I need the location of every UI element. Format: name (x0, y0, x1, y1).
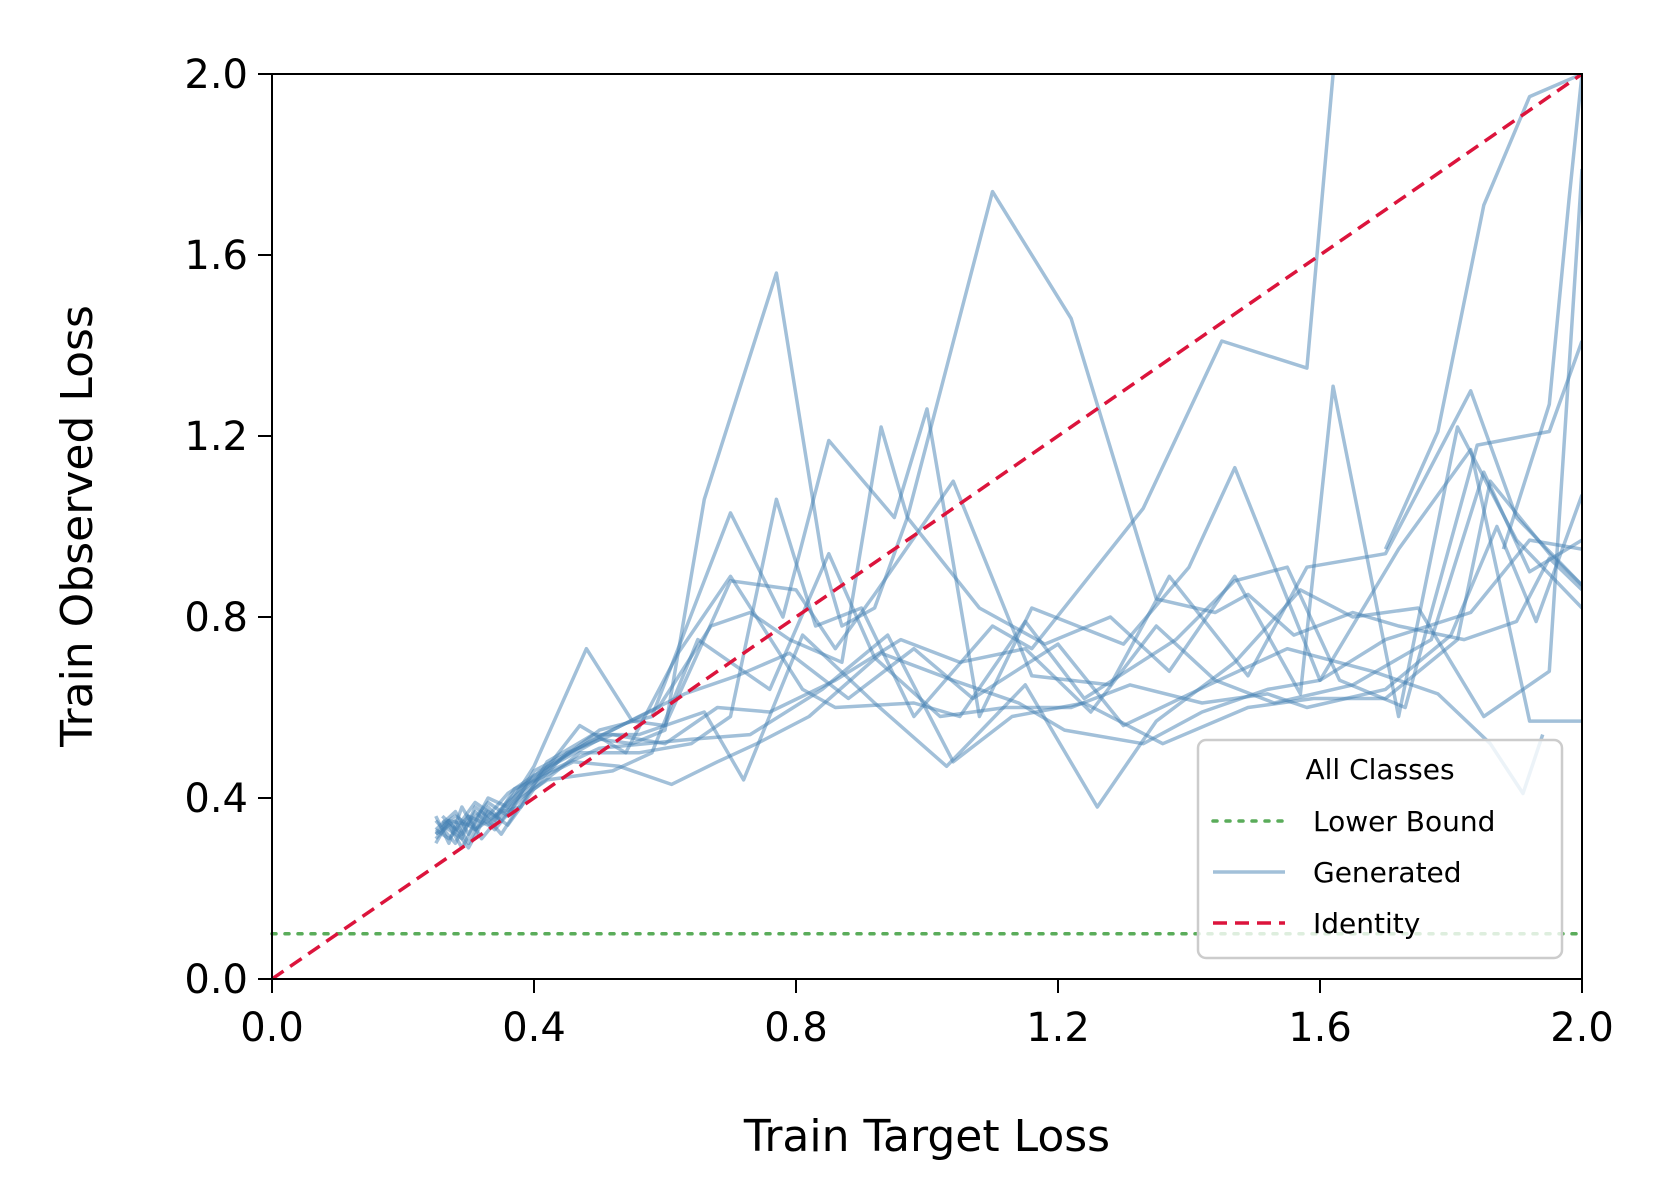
generated-series-line-11 (434, 642, 1545, 836)
y-tick-label-0: 0.0 (184, 957, 248, 1003)
x-tick-label-5: 2.0 (1550, 1005, 1614, 1051)
y-tick-label-2: 0.8 (184, 595, 248, 641)
generated-series-line-1 (434, 389, 1582, 836)
identity-line (272, 74, 1582, 979)
x-axis-label: Train Target Loss (743, 1111, 1110, 1162)
generated-series-line-12 (1383, 74, 1582, 550)
x-tick-label-0: 0.0 (240, 1005, 304, 1051)
legend-entry-generated: Generated (1313, 856, 1462, 889)
x-tick-label-2: 0.8 (764, 1005, 828, 1051)
legend-entry-identity: Identity (1313, 907, 1420, 940)
generated-series-line-4 (441, 384, 1582, 832)
generated-series-line-0 (434, 189, 1582, 846)
x-tick-label-4: 1.6 (1288, 1005, 1352, 1051)
y-tick-label-1: 0.4 (184, 776, 248, 822)
legend: All Classes Lower Bound Generated Identi… (1196, 738, 1564, 960)
generated-series-line-13 (1501, 74, 1582, 550)
y-tick-label-3: 1.2 (184, 414, 248, 460)
legend-entry-lower-bound: Lower Bound (1313, 805, 1495, 838)
y-tick-label-5: 2.0 (184, 52, 248, 98)
y-axis-label: Train Observed Loss (52, 305, 103, 748)
x-axis: 0.0 0.4 0.8 1.2 1.6 2.0 (240, 979, 1614, 1051)
legend-title: All Classes (1305, 753, 1454, 786)
y-tick-label-4: 1.6 (184, 233, 248, 279)
x-tick-label-3: 1.2 (1026, 1005, 1090, 1051)
legend-box (1196, 738, 1564, 960)
generated-lines (434, 74, 1582, 850)
x-tick-label-1: 0.4 (502, 1005, 566, 1051)
generated-series-line-10 (434, 470, 1582, 850)
plot-frame (271, 73, 1583, 980)
generated-series-line-8 (441, 168, 1582, 832)
y-axis: 0.0 0.4 0.8 1.2 1.6 2.0 (184, 52, 272, 1003)
